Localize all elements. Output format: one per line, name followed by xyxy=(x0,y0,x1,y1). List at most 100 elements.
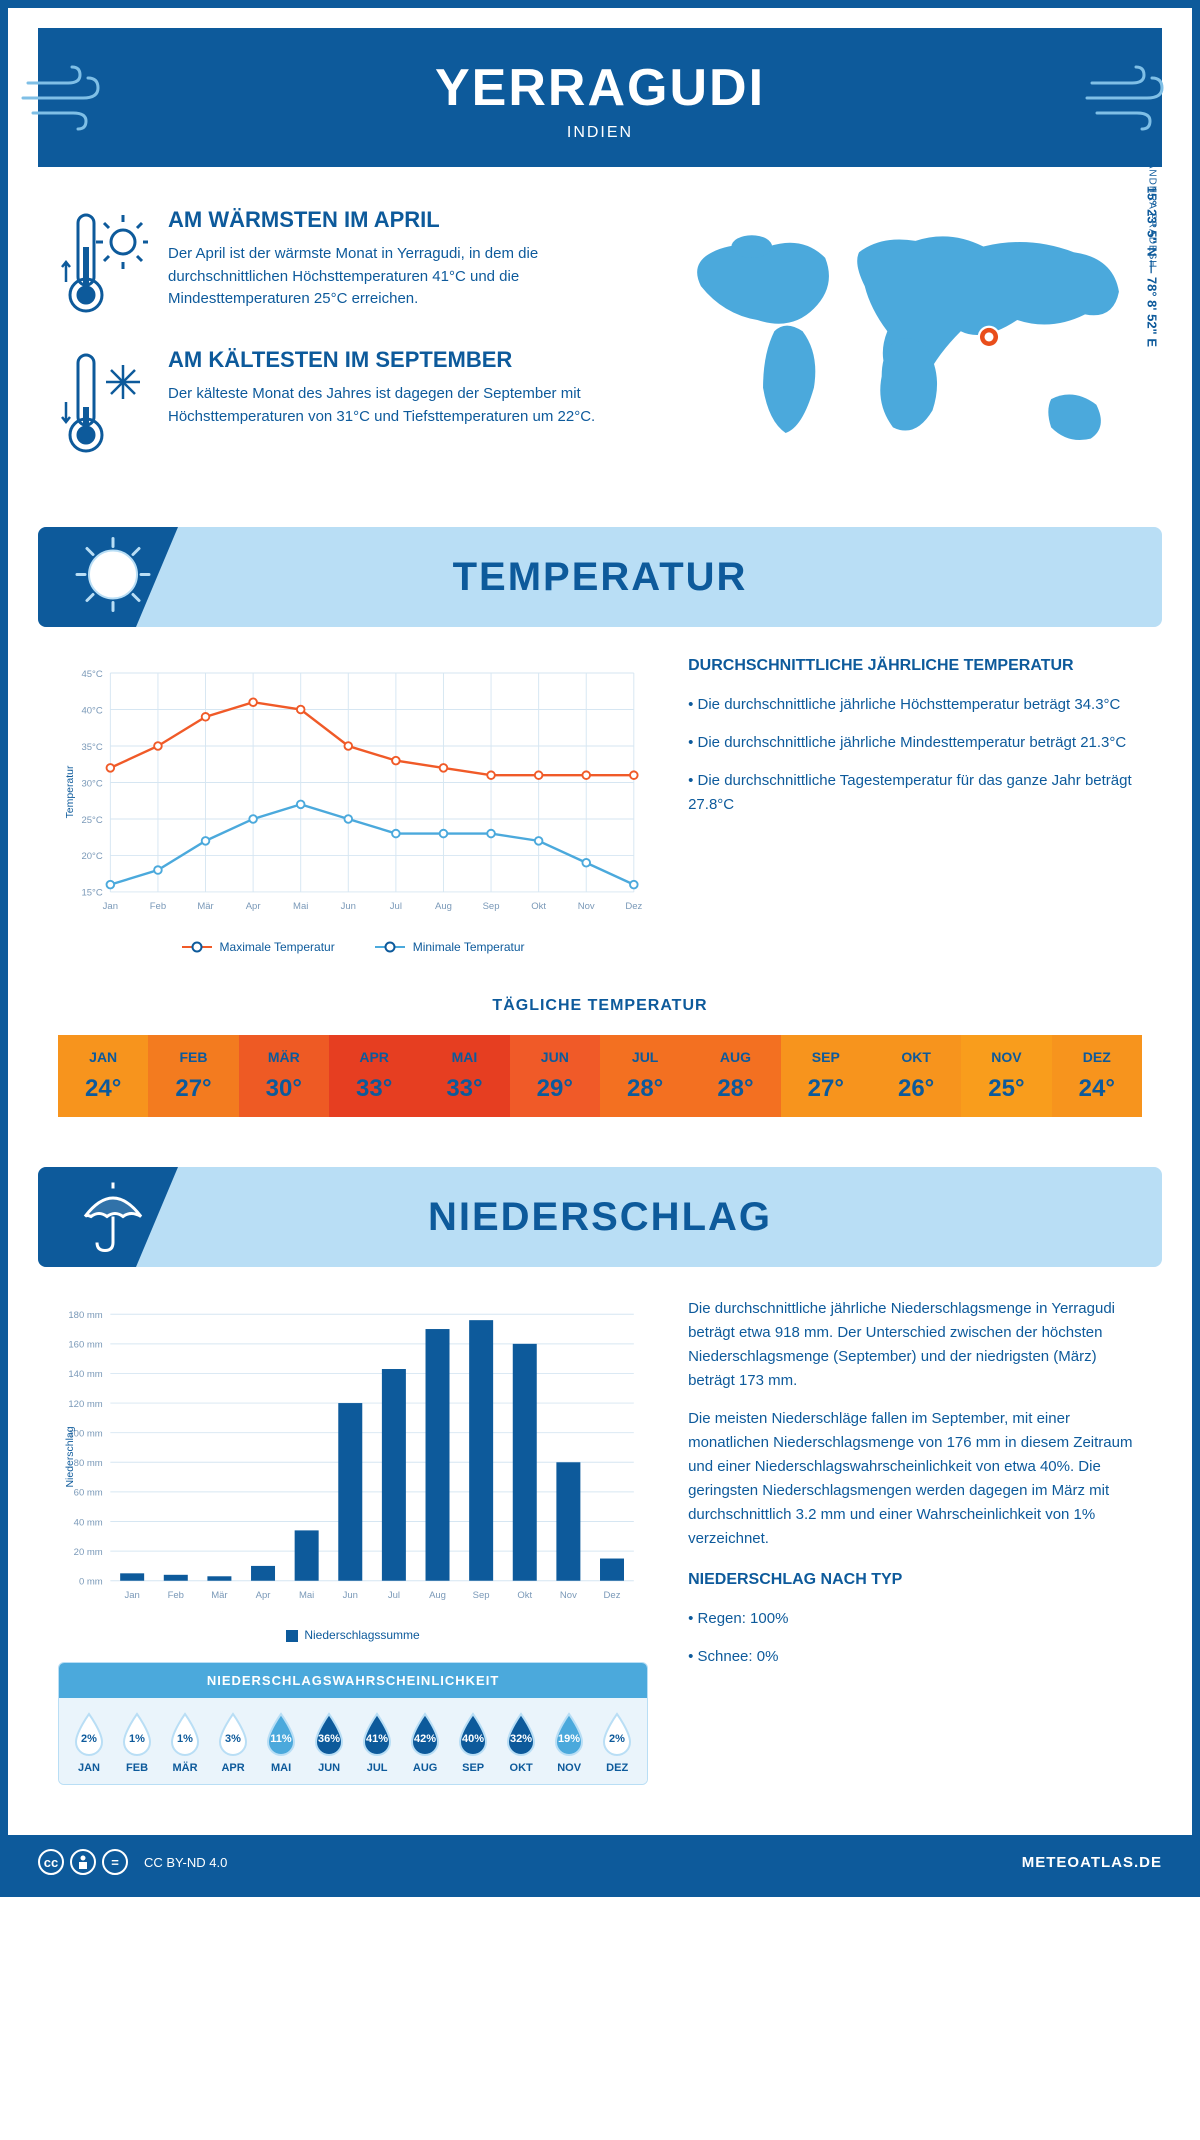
brand-label: METEOATLAS.DE xyxy=(1022,1854,1162,1871)
daily-temp-cell: NOV25° xyxy=(961,1035,1051,1117)
warmest-block: AM WÄRMSTEN IM APRIL Der April ist der w… xyxy=(58,207,627,317)
coordinates: 15° 23' 5" N — 78° 8' 52" E xyxy=(1145,186,1160,347)
cc-icon: cc xyxy=(38,1849,64,1875)
probability-cell: 3% APR xyxy=(209,1712,257,1774)
svg-text:Mär: Mär xyxy=(211,1590,227,1601)
probability-cell: 36% JUN xyxy=(305,1712,353,1774)
svg-text:Feb: Feb xyxy=(150,901,166,912)
svg-text:120 mm: 120 mm xyxy=(68,1399,102,1410)
svg-text:11%: 11% xyxy=(270,1733,292,1745)
page-header: YERRAGUDI INDIEN xyxy=(38,28,1162,167)
wind-icon xyxy=(1082,63,1182,133)
daily-temp-cell: JUL28° xyxy=(600,1035,690,1117)
probability-cell: 11% MAI xyxy=(257,1712,305,1774)
svg-text:Dez: Dez xyxy=(604,1590,621,1601)
svg-text:19%: 19% xyxy=(558,1733,580,1745)
umbrella-icon xyxy=(73,1175,153,1260)
thermometer-hot-icon xyxy=(58,207,148,317)
world-map: ANDHRA PRADESH 15° 23' 5" N — 78° 8' 52"… xyxy=(667,207,1142,487)
daily-temp-cell: FEB27° xyxy=(148,1035,238,1117)
wind-icon xyxy=(18,63,118,133)
svg-text:Dez: Dez xyxy=(625,901,642,912)
svg-text:40°C: 40°C xyxy=(81,705,102,716)
precipitation-bar-chart: 0 mm20 mm40 mm60 mm80 mm100 mm120 mm140 … xyxy=(58,1297,648,1642)
coldest-text: Der kälteste Monat des Jahres ist dagege… xyxy=(168,383,627,428)
svg-text:Jun: Jun xyxy=(341,901,356,912)
location-title: YERRAGUDI xyxy=(58,58,1142,118)
legend-min-temp: Minimale Temperatur xyxy=(375,940,525,954)
svg-text:Nov: Nov xyxy=(560,1590,577,1601)
svg-text:180 mm: 180 mm xyxy=(68,1310,102,1321)
svg-text:Jan: Jan xyxy=(103,901,118,912)
svg-text:160 mm: 160 mm xyxy=(68,1340,102,1351)
daily-temp-cell: SEP27° xyxy=(781,1035,871,1117)
svg-text:25°C: 25°C xyxy=(81,815,102,826)
intro-section: AM WÄRMSTEN IM APRIL Der April ist der w… xyxy=(8,167,1192,517)
svg-text:42%: 42% xyxy=(414,1733,436,1745)
daily-temp-cell: AUG28° xyxy=(690,1035,780,1117)
probability-cell: 2% JAN xyxy=(65,1712,113,1774)
svg-text:2%: 2% xyxy=(609,1733,625,1745)
license-badge: cc = CC BY-ND 4.0 xyxy=(38,1849,227,1875)
svg-text:36%: 36% xyxy=(318,1733,340,1745)
daily-temperature-table: TÄGLICHE TEMPERATUR JAN24°FEB27°MÄR30°AP… xyxy=(8,987,1192,1157)
svg-text:3%: 3% xyxy=(225,1733,241,1745)
precipitation-banner: NIEDERSCHLAG xyxy=(38,1167,1162,1267)
coldest-title: AM KÄLTESTEN IM SEPTEMBER xyxy=(168,347,627,373)
svg-text:Okt: Okt xyxy=(531,901,546,912)
svg-text:45°C: 45°C xyxy=(81,669,102,680)
svg-text:Mär: Mär xyxy=(197,901,213,912)
page-footer: cc = CC BY-ND 4.0 METEOATLAS.DE xyxy=(8,1835,1192,1889)
temperature-line-chart: 15°C20°C25°C30°C35°C40°C45°CJanFebMärApr… xyxy=(58,657,648,957)
svg-text:Jan: Jan xyxy=(124,1590,139,1601)
daily-temp-cell: JAN24° xyxy=(58,1035,148,1117)
daily-temp-cell: MÄR30° xyxy=(239,1035,329,1117)
svg-text:Feb: Feb xyxy=(168,1590,184,1601)
svg-text:1%: 1% xyxy=(129,1733,145,1745)
svg-text:1%: 1% xyxy=(177,1733,193,1745)
daily-temp-cell: APR33° xyxy=(329,1035,419,1117)
daily-temp-cell: OKT26° xyxy=(871,1035,961,1117)
temperature-heading: TEMPERATUR xyxy=(38,555,1162,600)
svg-text:Apr: Apr xyxy=(256,1590,271,1601)
warmest-title: AM WÄRMSTEN IM APRIL xyxy=(168,207,627,233)
svg-text:140 mm: 140 mm xyxy=(68,1369,102,1380)
svg-text:Apr: Apr xyxy=(246,901,261,912)
nd-icon: = xyxy=(102,1849,128,1875)
svg-text:40 mm: 40 mm xyxy=(74,1517,103,1528)
svg-text:80 mm: 80 mm xyxy=(74,1458,103,1469)
svg-text:Jul: Jul xyxy=(390,901,402,912)
precipitation-heading: NIEDERSCHLAG xyxy=(38,1195,1162,1240)
daily-temp-cell: JUN29° xyxy=(510,1035,600,1117)
probability-cell: 40% SEP xyxy=(449,1712,497,1774)
probability-cell: 19% NOV xyxy=(545,1712,593,1774)
temperature-info: DURCHSCHNITTLICHE JÄHRLICHE TEMPERATUR •… xyxy=(688,657,1142,957)
svg-text:Nov: Nov xyxy=(578,901,595,912)
svg-text:Jul: Jul xyxy=(388,1590,400,1601)
coldest-block: AM KÄLTESTEN IM SEPTEMBER Der kälteste M… xyxy=(58,347,627,457)
svg-text:30°C: 30°C xyxy=(81,778,102,789)
svg-text:Mai: Mai xyxy=(299,1590,314,1601)
svg-text:15°C: 15°C xyxy=(81,888,102,899)
thermometer-cold-icon xyxy=(58,347,148,457)
warmest-text: Der April ist der wärmste Monat in Yerra… xyxy=(168,243,627,311)
svg-text:Sep: Sep xyxy=(483,901,500,912)
precipitation-info: Die durchschnittliche jährliche Niedersc… xyxy=(688,1297,1142,1785)
svg-text:40%: 40% xyxy=(462,1733,484,1745)
probability-panel: NIEDERSCHLAGSWAHRSCHEINLICHKEIT 2% JAN 1… xyxy=(58,1662,648,1785)
probability-cell: 32% OKT xyxy=(497,1712,545,1774)
svg-text:2%: 2% xyxy=(81,1733,97,1745)
legend-precipitation: Niederschlagssumme xyxy=(58,1628,648,1642)
svg-text:0 mm: 0 mm xyxy=(79,1577,103,1588)
probability-cell: 42% AUG xyxy=(401,1712,449,1774)
legend-max-temp: Maximale Temperatur xyxy=(182,940,335,954)
svg-text:Aug: Aug xyxy=(429,1590,446,1601)
svg-text:60 mm: 60 mm xyxy=(74,1488,103,1499)
svg-text:Mai: Mai xyxy=(293,901,308,912)
daily-temp-cell: MAI33° xyxy=(419,1035,509,1117)
svg-text:20 mm: 20 mm xyxy=(74,1547,103,1558)
probability-cell: 41% JUL xyxy=(353,1712,401,1774)
sun-icon xyxy=(73,535,153,620)
svg-text:Aug: Aug xyxy=(435,901,452,912)
svg-text:Okt: Okt xyxy=(517,1590,532,1601)
